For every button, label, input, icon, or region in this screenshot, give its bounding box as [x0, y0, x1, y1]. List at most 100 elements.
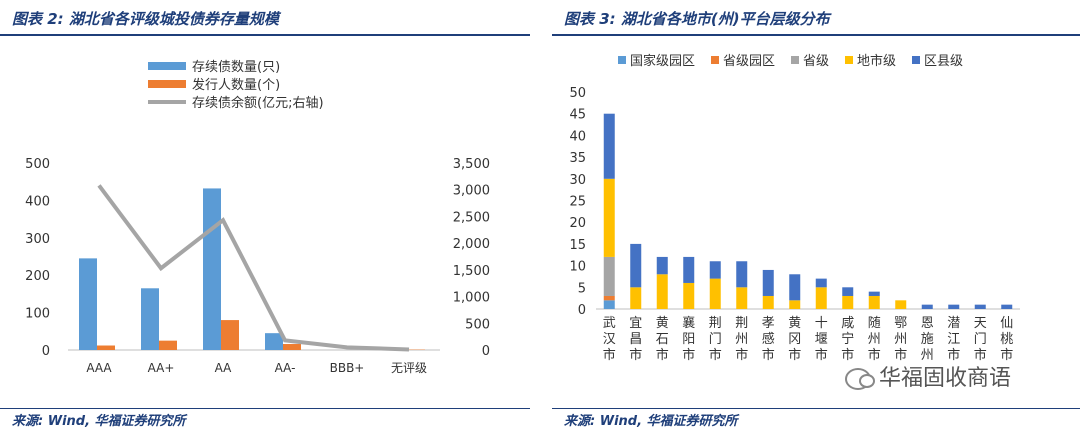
legend-label: 存续债余额(亿元;右轴) [192, 95, 324, 111]
y-tick-label-left: 200 [25, 269, 50, 284]
bar-segment [657, 274, 668, 309]
legend-label: 国家级园区 [630, 53, 695, 69]
x-tick-label: 随州市 [868, 316, 881, 363]
y-tick-label-right: 3,000 [453, 184, 490, 199]
x-tick-label: 黄冈市 [788, 316, 801, 363]
x-tick-label: 鄂州市 [894, 316, 907, 363]
wechat-icon [845, 368, 871, 390]
y-tick-label: 30 [569, 173, 586, 188]
x-tick-label: 襄阳市 [682, 315, 695, 363]
bar-segment [789, 300, 800, 309]
y-tick-label: 35 [569, 151, 586, 166]
bar-segment [604, 296, 615, 300]
legend-label: 地市级 [857, 53, 896, 69]
y-tick-label: 25 [569, 195, 586, 210]
x-tick-label: 黄石市 [656, 316, 669, 363]
x-tick-label: AA- [275, 361, 296, 375]
y-tick-label: 5 [578, 281, 586, 296]
source-note: 来源: Wind, 华福证券研究所 [12, 410, 186, 429]
x-tick-label: 荆门市 [709, 315, 722, 363]
bar-segment [975, 305, 986, 309]
y-tick-label-right: 2,000 [453, 237, 490, 252]
legend-label: 区县级 [924, 54, 963, 69]
x-tick-label: 荆州市 [735, 315, 748, 363]
ratings-chart: 存续债数量(只) 发行人数量(个) 存续债余额(亿元;右轴) 0 100 200 300 40… [0, 0, 530, 428]
legend-swatch [791, 56, 799, 64]
bar-segment [604, 114, 615, 179]
watermark: 华福固收商语 [845, 360, 1011, 392]
x-tick-label: 武汉市 [603, 316, 616, 363]
bar-segment [604, 300, 615, 309]
y-tick-label-left: 0 [42, 344, 50, 359]
bar-segment [710, 261, 721, 278]
legend-label: 存续债数量(只) [192, 60, 280, 75]
bar [159, 341, 177, 350]
x-tick-label: AA [215, 361, 233, 375]
x-tick-label: 咸宁市 [841, 316, 854, 363]
bar [203, 188, 221, 350]
bar-segment [736, 261, 747, 287]
x-tick-label: 孝感市 [762, 316, 775, 363]
legend-label: 发行人数量(个) [192, 77, 280, 93]
y-tick-label-left: 400 [25, 194, 50, 209]
bar-segment [630, 244, 641, 287]
bar-segment [816, 279, 827, 288]
bar-segment [736, 287, 747, 309]
y-tick-label-right: 1,500 [453, 264, 490, 279]
bar-segment [948, 305, 959, 309]
bar [283, 344, 301, 350]
y-tick-label: 0 [578, 303, 586, 318]
y-tick-label-right: 0 [482, 344, 490, 359]
y-tick-label: 50 [569, 86, 586, 101]
bar-segment [763, 296, 774, 309]
legend-swatch [711, 56, 719, 64]
x-tick-label: 潜江市 [947, 316, 960, 363]
watermark-text: 华福固收商语 [879, 366, 1011, 391]
legend-swatch [845, 56, 853, 64]
y-tick-label-right: 500 [465, 317, 490, 332]
bar-segment [869, 292, 880, 296]
x-tick-label: 恩施州 [921, 316, 934, 363]
bar [141, 288, 159, 350]
y-tick-label: 45 [569, 108, 586, 123]
y-tick-label-right: 1,000 [453, 291, 490, 306]
source-rule [0, 408, 530, 409]
y-tick-label: 40 [569, 129, 586, 144]
bar-segment [657, 257, 668, 274]
chart-panel-ratings: 图表 2: 湖北省各评级城投债券存量规模 存续债数量(只)发行人数量(个)存续债… [0, 0, 530, 428]
y-tick-label-left: 500 [25, 157, 50, 172]
bar-segment [710, 279, 721, 309]
legend-swatch [912, 56, 920, 64]
y-tick-label: 20 [569, 216, 586, 231]
legend-swatch [148, 80, 186, 88]
legend-label: 省级 [803, 54, 829, 69]
y-tick-label: 10 [569, 260, 586, 275]
y-tick-label-right: 2,500 [453, 210, 490, 225]
x-tick-label: BBB+ [330, 361, 365, 375]
bar-segment [895, 300, 906, 309]
bar-segment [683, 283, 694, 309]
bar [79, 258, 97, 350]
bar-segment [1001, 305, 1012, 309]
x-tick-label: AAA [86, 361, 112, 375]
x-tick-label: 无评级 [391, 361, 427, 375]
bar-segment [869, 296, 880, 309]
x-tick-label: 十堰市 [815, 316, 828, 363]
bar [265, 333, 283, 350]
y-tick-label-left: 300 [25, 232, 50, 247]
bar-segment [604, 257, 615, 296]
y-tick-label: 15 [569, 238, 586, 253]
y-tick-label-right: 3,500 [453, 157, 490, 172]
bar-segment [604, 179, 615, 257]
bar-segment [842, 287, 853, 296]
bar-segment [683, 257, 694, 283]
x-tick-label: 宜昌市 [629, 316, 642, 363]
x-tick-label: AA+ [148, 361, 175, 375]
legend-swatch [148, 62, 186, 70]
bar-segment [842, 296, 853, 309]
bar [221, 320, 239, 350]
bar-segment [630, 287, 641, 309]
legend-label: 省级园区 [723, 54, 775, 69]
bar-segment [789, 274, 800, 300]
y-tick-label-left: 100 [25, 307, 50, 322]
